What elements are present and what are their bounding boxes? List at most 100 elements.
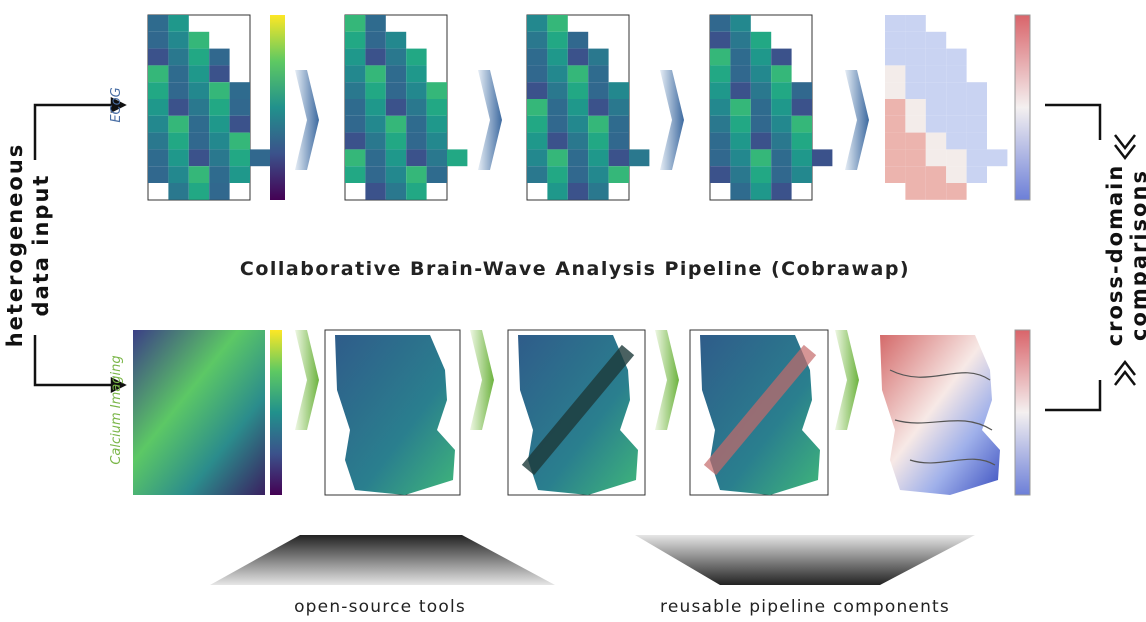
- grid-cell: [189, 82, 209, 99]
- phase-cell: [885, 49, 905, 66]
- grid-cell: [148, 99, 168, 116]
- grid-cell: [588, 149, 608, 166]
- grid-cell: [386, 49, 406, 66]
- grid-cell: [568, 32, 588, 49]
- grid-cell: [148, 49, 168, 66]
- grid-cell: [250, 149, 270, 166]
- grid-cell: [406, 166, 426, 183]
- phase-cell: [987, 149, 1007, 166]
- grid-cell: [527, 133, 547, 150]
- grid-cell: [710, 82, 730, 99]
- grid-cell: [568, 99, 588, 116]
- grid-cell: [568, 166, 588, 183]
- phase-cell: [905, 133, 925, 150]
- grid-cell: [386, 133, 406, 150]
- grid-cell: [386, 65, 406, 82]
- grid-cell: [771, 149, 791, 166]
- grid-cell: [148, 166, 168, 183]
- grid-cell: [168, 133, 188, 150]
- grid-cell: [751, 166, 771, 183]
- grid-cell: [386, 166, 406, 183]
- grid-cell: [771, 133, 791, 150]
- grid-cell: [230, 149, 250, 166]
- colorbar: [270, 15, 285, 200]
- grid-cell: [189, 65, 209, 82]
- grid-cell: [365, 49, 385, 66]
- phase-cell: [905, 183, 925, 200]
- phase-cell: [946, 166, 966, 183]
- grid-cell: [386, 82, 406, 99]
- phase-cell: [967, 82, 987, 99]
- grid-cell: [427, 82, 447, 99]
- grid-cell: [751, 183, 771, 200]
- phase-cell: [885, 99, 905, 116]
- grid-cell: [588, 82, 608, 99]
- grid-cell: [527, 15, 547, 32]
- grid-cell: [230, 99, 250, 116]
- phase-cell: [967, 166, 987, 183]
- phase-cell: [946, 65, 966, 82]
- grid-cell: [751, 149, 771, 166]
- phase-cell: [926, 183, 946, 200]
- phase-cell: [885, 82, 905, 99]
- grid-cell: [568, 183, 588, 200]
- grid-cell: [730, 166, 750, 183]
- grid-cell: [386, 149, 406, 166]
- grid-cell: [609, 166, 629, 183]
- grid-cell: [568, 49, 588, 66]
- grid-cell: [792, 82, 812, 99]
- side-label: data input: [29, 174, 53, 317]
- grid-cell: [427, 166, 447, 183]
- grid-cell: [771, 99, 791, 116]
- phase-cell: [885, 32, 905, 49]
- grid-cell: [588, 99, 608, 116]
- calcium-image: [133, 330, 265, 495]
- grid-cell: [751, 32, 771, 49]
- grid-cell: [792, 133, 812, 150]
- title: Collaborative Brain-Wave Analysis Pipeli…: [240, 258, 910, 280]
- grid-cell: [568, 133, 588, 150]
- phase-cell: [885, 133, 905, 150]
- grid-cell: [710, 65, 730, 82]
- phase-cell: [967, 133, 987, 150]
- phase-cell: [946, 82, 966, 99]
- grid-cell: [345, 15, 365, 32]
- grid-cell: [751, 82, 771, 99]
- chevron-arrow: [295, 70, 319, 170]
- grid-cell: [427, 133, 447, 150]
- grid-cell: [406, 116, 426, 133]
- grid-cell: [730, 116, 750, 133]
- grid-cell: [189, 99, 209, 116]
- phase-cell: [946, 99, 966, 116]
- phase-cell: [946, 149, 966, 166]
- phase-cell: [885, 65, 905, 82]
- grid-cell: [365, 82, 385, 99]
- grid-cell: [792, 166, 812, 183]
- grid-cell: [609, 99, 629, 116]
- grid-cell: [547, 32, 567, 49]
- grid-cell: [710, 149, 730, 166]
- chevron-arrow: [660, 70, 684, 170]
- grid-cell: [710, 15, 730, 32]
- grid-cell: [751, 99, 771, 116]
- grid-cell: [386, 116, 406, 133]
- side-label: comparisons: [1127, 169, 1146, 341]
- grid-cell: [547, 183, 567, 200]
- grid-cell: [547, 99, 567, 116]
- grid-cell: [230, 133, 250, 150]
- grid-cell: [406, 183, 426, 200]
- grid-cell: [365, 116, 385, 133]
- phase-cell: [905, 49, 925, 66]
- grid-cell: [547, 133, 567, 150]
- grid-cell: [547, 15, 567, 32]
- grid-cell: [209, 99, 229, 116]
- grid-cell: [751, 116, 771, 133]
- phase-cell: [926, 65, 946, 82]
- grid-cell: [209, 149, 229, 166]
- grid-cell: [365, 166, 385, 183]
- grid-cell: [406, 149, 426, 166]
- grid-cell: [209, 49, 229, 66]
- grid-cell: [710, 133, 730, 150]
- phase-cell: [905, 15, 925, 32]
- grid-cell: [168, 49, 188, 66]
